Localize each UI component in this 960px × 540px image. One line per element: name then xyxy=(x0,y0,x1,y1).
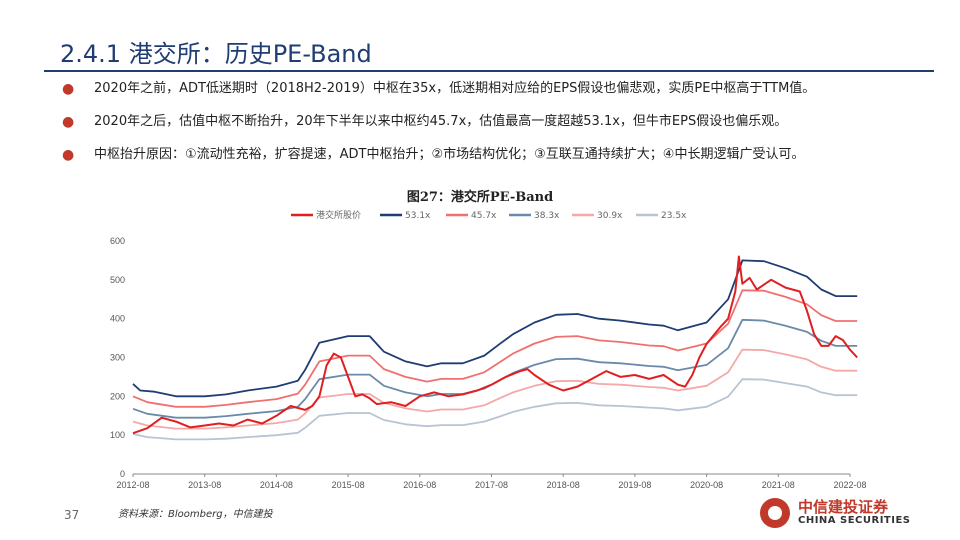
legend-label: 23.5x xyxy=(661,211,687,221)
bullet-dot-icon: ● xyxy=(62,147,75,163)
y-tick-label: 500 xyxy=(110,275,125,285)
x-tick-label: 2017-08 xyxy=(475,480,508,490)
page-number: 37 xyxy=(64,508,80,522)
x-tick-label: 2012-08 xyxy=(116,480,149,490)
x-tick-label: 2013-08 xyxy=(188,480,221,490)
series-line xyxy=(132,348,858,430)
bullet-dot-icon: ● xyxy=(62,81,75,97)
y-tick-label: 300 xyxy=(110,353,125,363)
series-line xyxy=(132,289,858,408)
legend-label: 港交所股价 xyxy=(316,209,361,221)
x-tick-label: 2014-08 xyxy=(260,480,293,490)
bullet-item: ● 2020年之前，ADT低迷期时（2018H2-2019）中枢在35x，低迷期… xyxy=(62,78,922,100)
x-tick-label: 2019-08 xyxy=(618,480,651,490)
x-tick-label: 2022-08 xyxy=(833,480,866,490)
chart-title: 图27：港交所PE-Band xyxy=(406,190,554,205)
legend-label: 45.7x xyxy=(471,211,497,221)
y-tick-label: 400 xyxy=(110,314,125,324)
series-line xyxy=(132,378,858,441)
legend-label: 30.9x xyxy=(597,211,623,221)
x-tick-label: 2018-08 xyxy=(547,480,580,490)
x-tick-label: 2020-08 xyxy=(690,480,723,490)
series-line xyxy=(132,255,858,435)
legend-label: 38.3x xyxy=(534,211,560,221)
x-tick-label: 2015-08 xyxy=(332,480,365,490)
bullet-item: ● 中枢抬升原因：①流动性充裕，扩容提速，ADT中枢抬升；②市场结构优化；③互联… xyxy=(62,144,922,166)
source-note: 资料来源：Bloomberg，中信建投 xyxy=(118,509,273,520)
series-line xyxy=(132,259,858,398)
bullet-text: 中枢抬升原因：①流动性充裕，扩容提速，ADT中枢抬升；②市场结构优化；③互联互通… xyxy=(94,147,805,162)
legend-label: 53.1x xyxy=(405,211,431,221)
y-tick-label: 100 xyxy=(110,430,125,440)
bullet-text: 2020年之后，估值中枢不断抬升，20年下半年以来中枢约45.7x，估值最高一度… xyxy=(94,114,788,129)
logo-mark-icon xyxy=(760,498,790,528)
y-tick-label: 600 xyxy=(110,236,125,246)
logo-text-en: CHINA SECURITIES xyxy=(798,515,911,526)
bullet-item: ● 2020年之后，估值中枢不断抬升，20年下半年以来中枢约45.7x，估值最高… xyxy=(62,111,922,133)
company-logo: 中信建投证券 CHINA SECURITIES xyxy=(760,496,940,530)
y-tick-label: 200 xyxy=(110,391,125,401)
bullet-dot-icon: ● xyxy=(62,114,75,130)
title-divider xyxy=(44,70,934,72)
logo-text-cn: 中信建投证券 xyxy=(798,498,889,516)
y-tick-label: 0 xyxy=(120,469,125,479)
x-tick-label: 2016-08 xyxy=(403,480,436,490)
x-tick-label: 2021-08 xyxy=(762,480,795,490)
bullet-text: 2020年之前，ADT低迷期时（2018H2-2019）中枢在35x，低迷期相对… xyxy=(94,81,816,96)
page-title: 2.4.1 港交所：历史PE-Band xyxy=(60,40,372,68)
